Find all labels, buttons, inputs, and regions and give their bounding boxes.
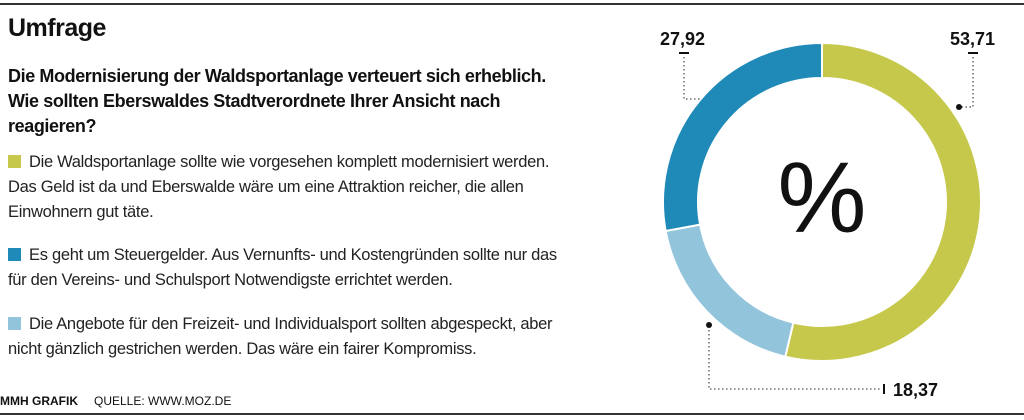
leader-dot bbox=[706, 322, 712, 328]
legend-item-3: Die Angebote für den Freizeit- und Indiv… bbox=[8, 312, 553, 362]
legend-item-1: Die Waldsportanlage sollte wie vorgesehe… bbox=[8, 150, 549, 225]
legend-swatch bbox=[8, 155, 21, 168]
legend-swatch bbox=[8, 248, 21, 261]
leader-dot bbox=[956, 104, 962, 110]
question-line: Die Modernisierung der Waldsportanlage v… bbox=[8, 66, 546, 86]
footer-source: QUELLE: WWW.MOZ.DE bbox=[94, 394, 232, 408]
slice-label-53-71: 53,71 bbox=[950, 29, 995, 49]
donut-slice-27-92 bbox=[662, 41, 823, 233]
slice-label-18-37: 18,37 bbox=[893, 380, 938, 400]
title: Umfrage bbox=[8, 14, 106, 42]
leader-line-27-92 bbox=[683, 57, 700, 100]
question-line: reagieren? bbox=[8, 116, 97, 136]
leader-line-53-71 bbox=[959, 57, 974, 108]
bottom-rule bbox=[0, 413, 1024, 415]
footer: MMH GRAFIK QUELLE: WWW.MOZ.DE bbox=[0, 394, 231, 408]
center-label: % bbox=[778, 142, 867, 254]
legend-text: Es geht um Steuergelder. Aus Vernunfts- … bbox=[29, 246, 557, 264]
top-rule bbox=[0, 3, 1024, 5]
donut-slice-53-71 bbox=[784, 41, 982, 362]
legend-text: für den Vereins- und Schulsport Notwendi… bbox=[8, 271, 453, 289]
leader-line-18-37 bbox=[708, 326, 882, 390]
footer-credit: MMH GRAFIK bbox=[0, 394, 78, 408]
legend-text: nicht gänzlich gestrichen werden. Das wä… bbox=[8, 340, 477, 358]
slice-label-27-92: 27,92 bbox=[660, 29, 705, 49]
question-line: Wie sollten Eberswaldes Stadtverordnete … bbox=[8, 91, 501, 111]
legend-text: Das Geld ist da und Eberswalde wäre um e… bbox=[8, 178, 524, 196]
question: Die Modernisierung der Waldsportanlage v… bbox=[8, 64, 546, 139]
legend-text: Die Angebote für den Freizeit- und Indiv… bbox=[29, 315, 553, 333]
donut-slice-18-37 bbox=[664, 223, 795, 358]
legend-text: Einwohnern gut täte. bbox=[8, 203, 154, 221]
legend-item-2: Es geht um Steuergelder. Aus Vernunfts- … bbox=[8, 243, 557, 293]
legend-swatch bbox=[8, 317, 21, 330]
legend-text: Die Waldsportanlage sollte wie vorgesehe… bbox=[29, 153, 550, 171]
